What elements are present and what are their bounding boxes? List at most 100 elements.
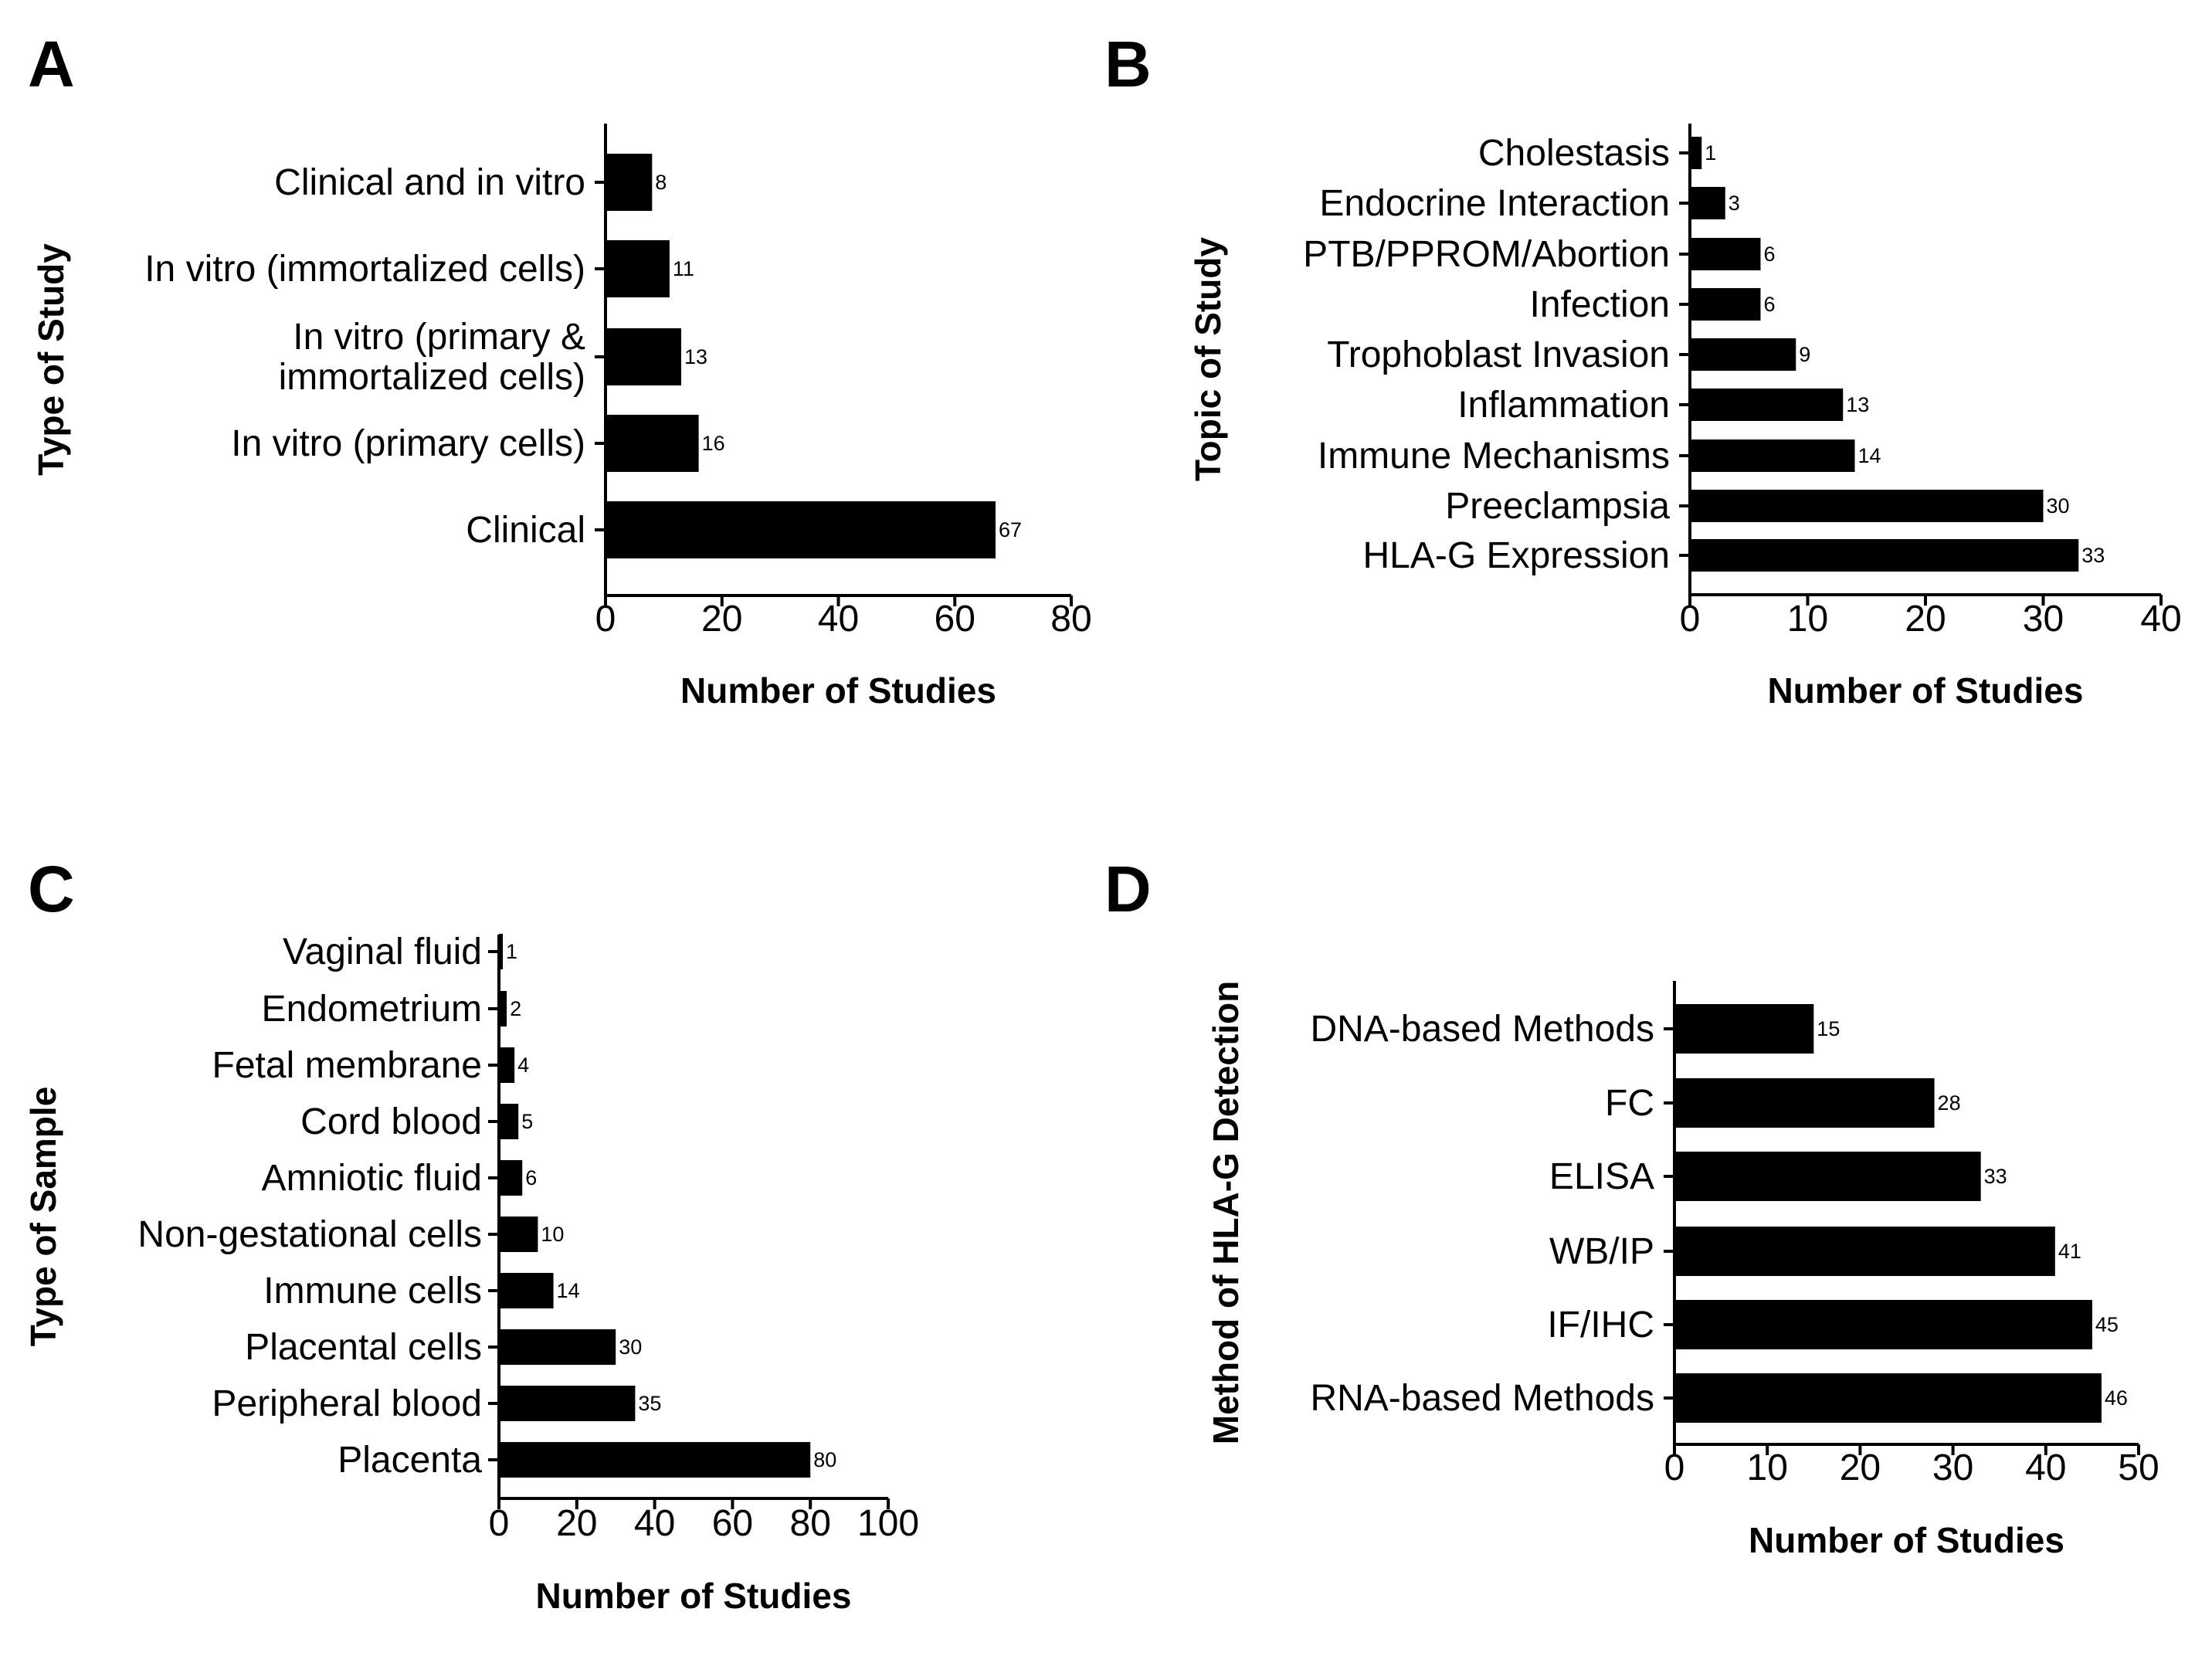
category-label: Endometrium	[262, 989, 482, 1030]
value-label: 8	[655, 171, 667, 194]
x-axis-title: Number of Studies	[680, 670, 996, 711]
value-label: 33	[2081, 544, 2105, 567]
category-label: Infection	[1530, 284, 1670, 325]
bar	[1690, 187, 1725, 219]
bar	[499, 1047, 515, 1083]
bar	[606, 501, 996, 558]
value-label: 13	[1846, 393, 1869, 416]
bar	[606, 415, 699, 472]
y-axis-title: Type of Sample	[23, 1087, 63, 1347]
panel-letter: C	[28, 853, 75, 925]
bar	[1674, 1078, 1935, 1128]
value-label: 1	[1705, 141, 1716, 165]
value-label: 1	[506, 940, 517, 963]
bar	[499, 1104, 519, 1139]
x-tick-label: 0	[489, 1503, 510, 1544]
bar	[499, 1442, 811, 1478]
category-label: Immune cells	[263, 1271, 482, 1312]
category-label: Clinical	[466, 510, 585, 551]
category-label: In vitro (primary &	[293, 317, 585, 358]
bar	[499, 934, 504, 969]
value-label: 30	[619, 1335, 642, 1359]
panel-d: D 0 10 20 30 40 50 DNA-based Methods 15 FC 28 ELISA…	[1104, 853, 2159, 1560]
bar	[1674, 1300, 2092, 1349]
category-label: RNA-based Methods	[1310, 1378, 1654, 1419]
x-tick-label: 20	[1840, 1447, 1881, 1488]
value-label: 5	[521, 1110, 533, 1133]
value-label: 2	[510, 997, 521, 1020]
category-label: Amniotic fluid	[262, 1158, 482, 1199]
bar	[1690, 490, 2044, 522]
panel-c: C 0 20 40 60 80 100 Vaginal fluid 1 Endometrium 2 F…	[23, 853, 919, 1616]
category-label: Cord blood	[300, 1101, 482, 1142]
bar	[499, 1386, 636, 1421]
x-tick-label: 40	[2140, 599, 2181, 640]
value-label: 9	[1799, 343, 1810, 366]
value-label: 16	[702, 432, 725, 455]
category-label: IF/IHC	[1547, 1305, 1654, 1346]
x-tick-label: 60	[712, 1503, 753, 1544]
y-axis-title: Topic of Study	[1188, 237, 1228, 481]
category-label: Vaginal fluid	[283, 932, 482, 972]
category-label: Inflammation	[1457, 385, 1670, 426]
bar	[1674, 1373, 2102, 1423]
value-label: 4	[517, 1054, 529, 1077]
category-label: immortalized cells)	[279, 357, 585, 398]
x-tick-label: 80	[1050, 599, 1091, 640]
category-label: WB/IP	[1549, 1231, 1654, 1272]
bar	[499, 1329, 616, 1365]
bar	[499, 1160, 523, 1196]
bar	[606, 240, 670, 297]
bar	[1674, 1152, 1981, 1201]
category-label: Endocrine Interaction	[1319, 183, 1670, 224]
category-label: Trophoblast Invasion	[1327, 334, 1670, 375]
value-label: 30	[2047, 494, 2070, 518]
value-label: 3	[1729, 192, 1740, 215]
value-label: 6	[1764, 293, 1776, 316]
category-label: PTB/PPROM/Abortion	[1303, 234, 1670, 275]
bar	[1674, 1227, 2055, 1276]
bar	[1690, 137, 1702, 169]
value-label: 14	[1858, 444, 1881, 467]
bar	[1690, 439, 1855, 472]
panel-b: B 0 10 20 30 40 Cholestasis 1 Endocrine Interact…	[1104, 28, 2182, 711]
value-label: 67	[999, 518, 1022, 541]
bar	[606, 154, 653, 211]
bar	[499, 991, 507, 1027]
value-label: 80	[813, 1448, 836, 1471]
value-label: 13	[684, 345, 707, 368]
category-label: HLA-G Expression	[1363, 535, 1670, 576]
bar	[1690, 539, 2079, 572]
category-label: FC	[1605, 1083, 1654, 1124]
x-tick-label: 10	[1747, 1447, 1788, 1488]
x-tick-label: 20	[701, 599, 742, 640]
x-tick-label: 80	[790, 1503, 831, 1544]
category-label: In vitro (primary cells)	[231, 423, 585, 464]
value-label: 15	[1817, 1017, 1840, 1040]
value-label: 10	[541, 1223, 564, 1246]
category-label: In vitro (immortalized cells)	[144, 249, 585, 290]
x-tick-label: 50	[2118, 1447, 2159, 1488]
x-axis-title: Number of Studies	[536, 1576, 852, 1616]
x-tick-label: 40	[2025, 1447, 2066, 1488]
panel-letter: B	[1104, 28, 1152, 100]
value-label: 35	[638, 1392, 661, 1415]
y-axis-title: Type of Study	[31, 243, 71, 476]
panel-a: A 0 20 40 60 80 Clinical and in vitro 8 In vitro…	[28, 28, 1092, 711]
panel-letter: D	[1104, 853, 1152, 925]
bar	[1690, 238, 1761, 270]
value-label: 45	[2095, 1313, 2119, 1336]
x-tick-label: 40	[818, 599, 859, 640]
x-tick-label: 20	[1905, 599, 1946, 640]
panel-letter: A	[28, 28, 75, 100]
category-label: Fetal membrane	[212, 1045, 482, 1086]
x-tick-label: 0	[1680, 599, 1701, 640]
value-label: 41	[2058, 1240, 2081, 1263]
category-label: Cholestasis	[1478, 133, 1670, 174]
bar	[1690, 389, 1844, 421]
bar	[1690, 288, 1761, 321]
x-axis-title: Number of Studies	[1749, 1520, 2064, 1560]
y-axis-title: Method of HLA-G Detection	[1206, 981, 1246, 1445]
bar	[499, 1217, 538, 1252]
category-label: Clinical and in vitro	[274, 162, 585, 203]
